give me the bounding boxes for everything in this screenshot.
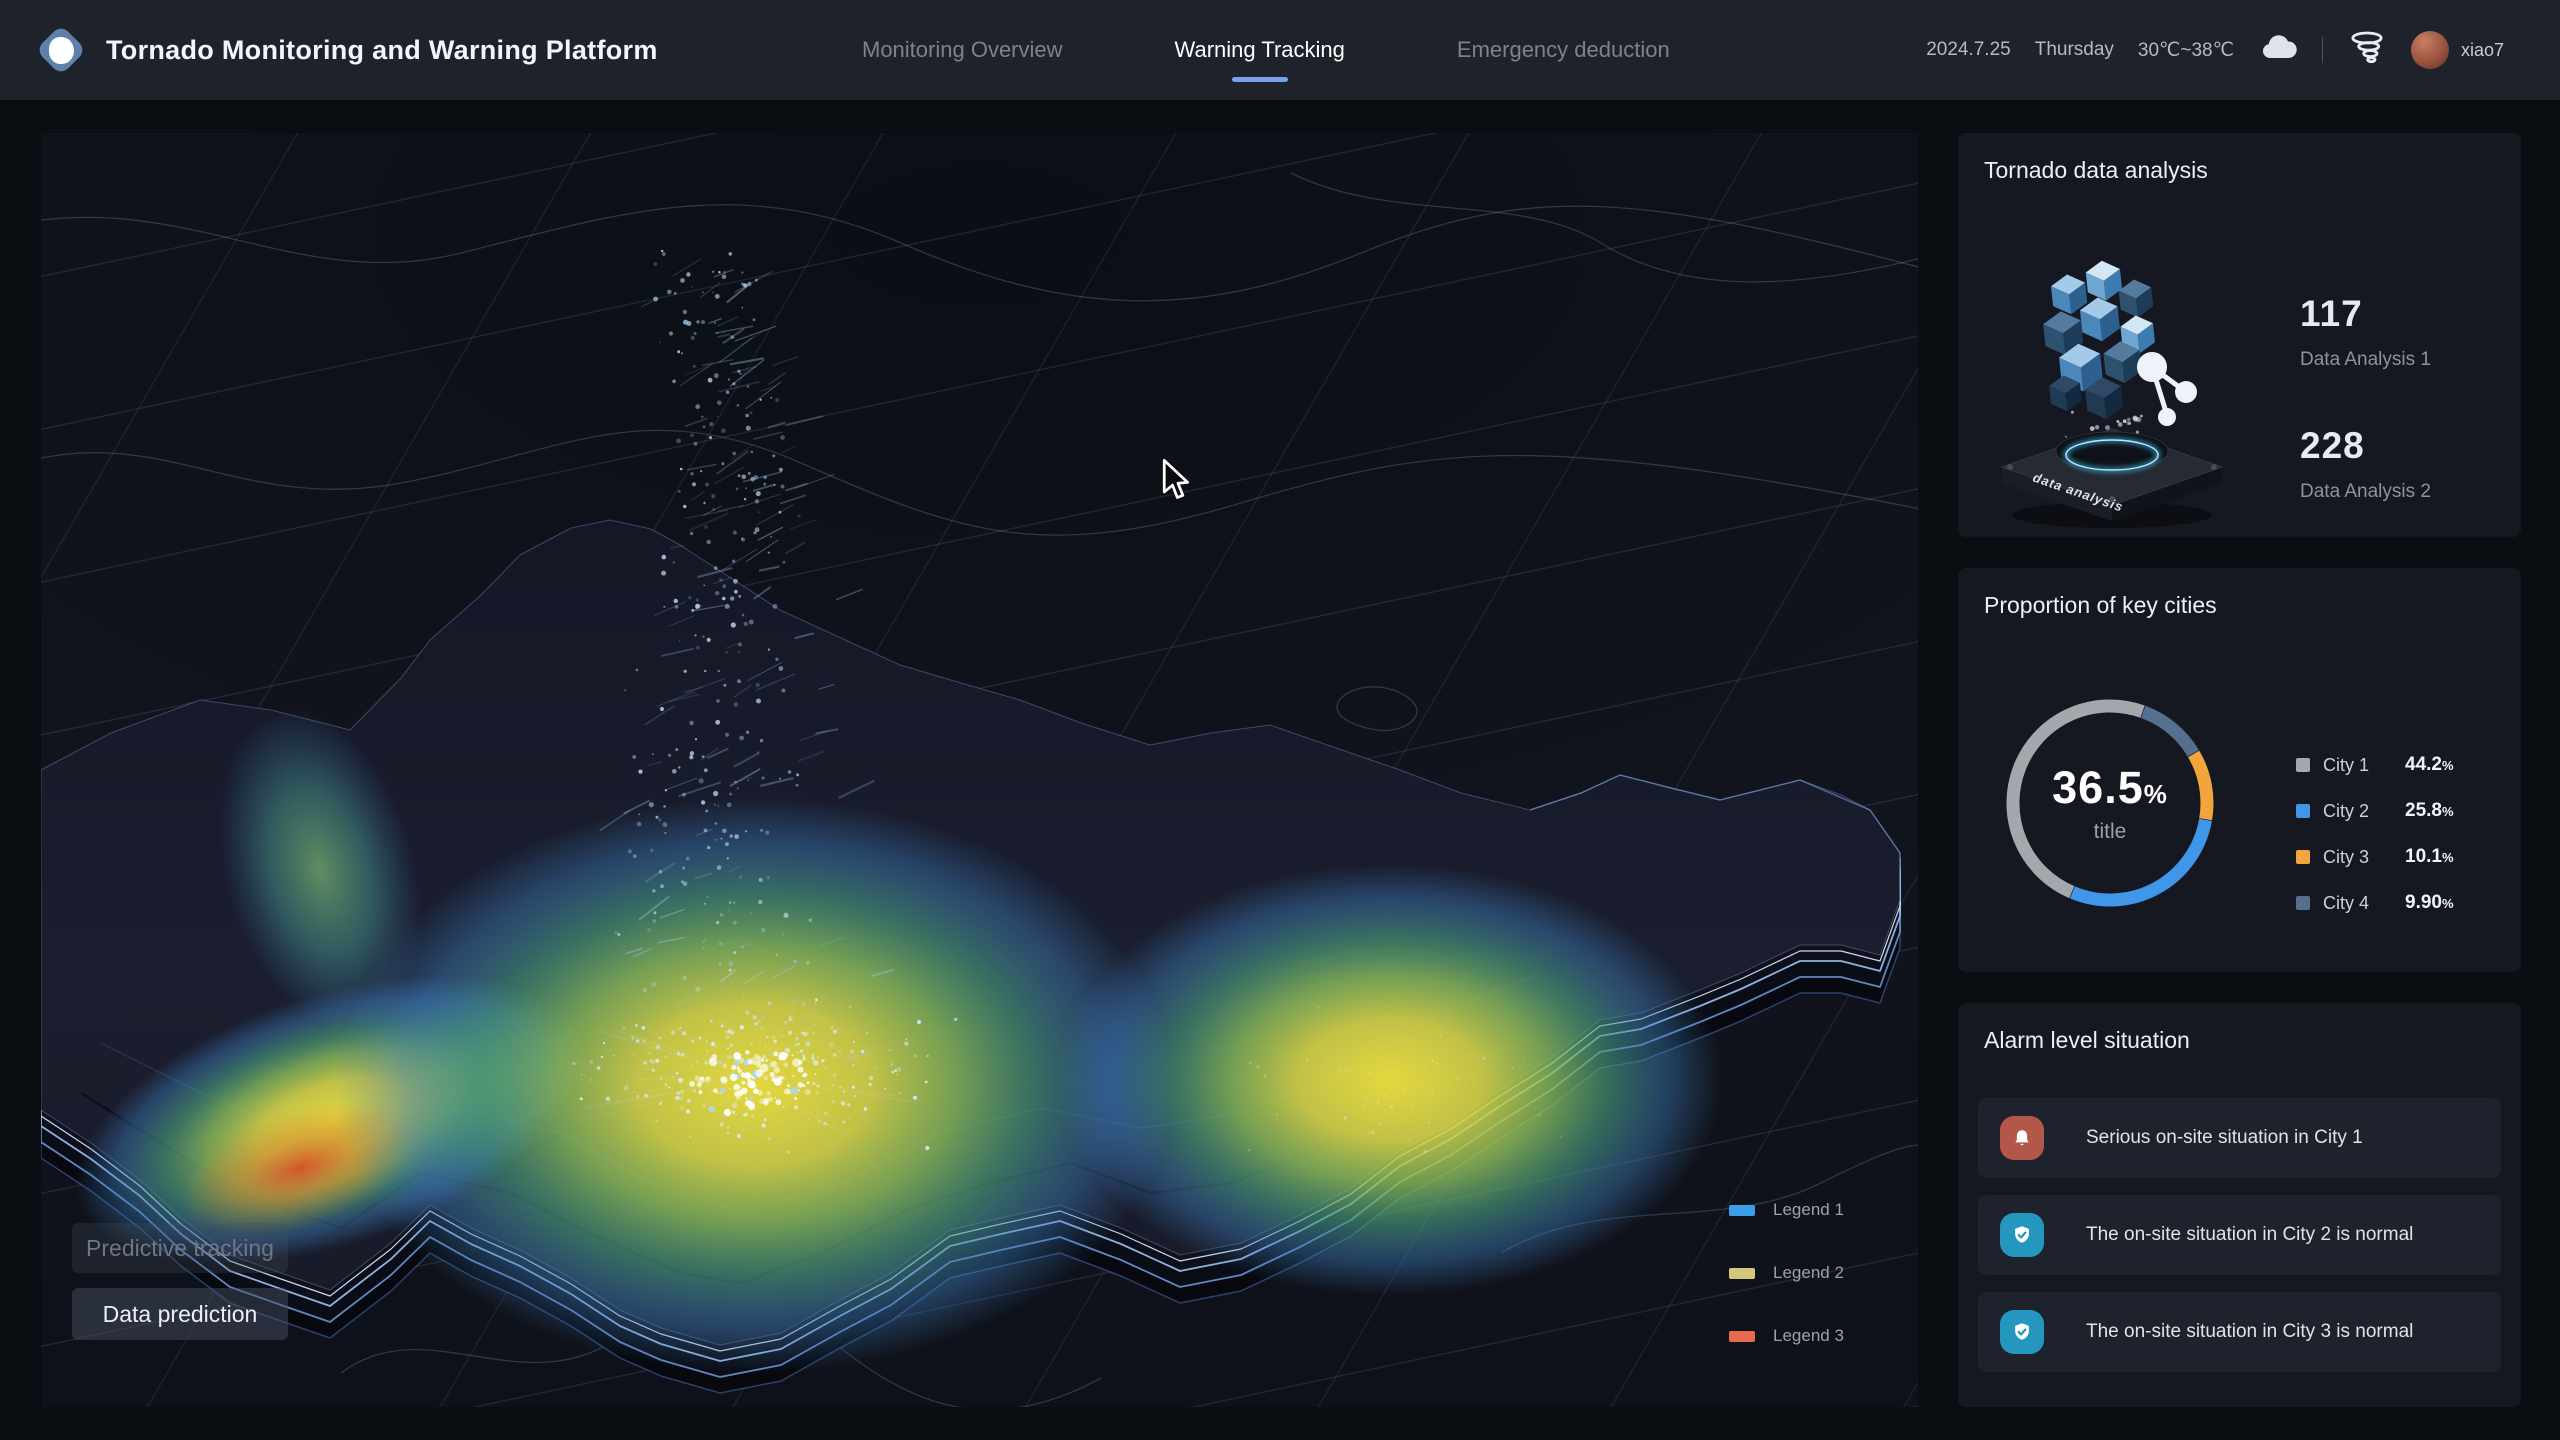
legend-2-label: Legend 2 xyxy=(1773,1263,1844,1282)
data-cubes xyxy=(2043,260,2155,420)
alarm-bell-icon xyxy=(2000,1116,2044,1160)
alarm-level-situation-card: Alarm level situation Serious on-site si… xyxy=(1958,1003,2521,1407)
city1-value: 44.2% xyxy=(2405,754,2454,775)
app-logo-icon xyxy=(35,24,87,76)
alarm-item-normal-city3: The on-site situation in City 3 is norma… xyxy=(1978,1292,2501,1372)
tornado-particle-column xyxy=(599,249,898,1084)
alarm-item-serious-city1: Serious on-site situation in City 1 xyxy=(1978,1098,2501,1178)
tab-monitoring-overview[interactable]: Monitoring Overview xyxy=(862,37,1063,62)
shield-check-icon xyxy=(2000,1310,2044,1354)
alarm-item-normal-city2: The on-site situation in City 2 is norma… xyxy=(1978,1195,2501,1275)
city2-name: City 2 xyxy=(2323,800,2370,821)
shield-check-icon xyxy=(2000,1213,2044,1257)
city4-value: 9.90% xyxy=(2405,892,2454,913)
legend-1-label: Legend 1 xyxy=(1773,1200,1844,1219)
donut-center-value: 36.5% xyxy=(2052,762,2168,814)
stat-value-2: 228 xyxy=(2300,425,2365,466)
temperature-text: 30℃~38℃ xyxy=(2137,39,2234,61)
analysis-card-title: Tornado data analysis xyxy=(1984,157,2208,183)
alarm-card-title: Alarm level situation xyxy=(1984,1027,2190,1053)
data-analysis-3d-illustration: data analysis xyxy=(2000,260,2224,528)
predictive-tracking-button[interactable]: Predictive tracking xyxy=(72,1223,288,1273)
tornado-data-analysis-card: Tornado data analysis data analysis xyxy=(1958,133,2521,537)
date-text: 2024.7.25 xyxy=(1926,39,2011,60)
username-text: xiao7 xyxy=(2460,39,2504,60)
legend-item-2[interactable]: Legend 2 xyxy=(1729,1262,1844,1284)
donut-legend-city3[interactable]: City 3 10.1% xyxy=(2296,834,2454,880)
proportion-card-title: Proportion of key cities xyxy=(1984,592,2217,618)
tab-warning-tracking-label: Warning Tracking xyxy=(1174,37,1345,62)
data-prediction-button[interactable]: Data prediction xyxy=(72,1288,288,1340)
cloud-weather-icon xyxy=(2258,33,2298,68)
active-tab-underline xyxy=(1231,77,1288,82)
share-nodes-icon xyxy=(2137,352,2197,426)
tornado-base-sparkles xyxy=(566,991,1563,1154)
pedestal: data analysis xyxy=(2000,428,2224,521)
donut-value-number: 36.5 xyxy=(2052,762,2144,813)
map-3d-visualization[interactable] xyxy=(41,133,1918,1407)
mouse-cursor xyxy=(1161,459,1195,508)
legend-3-swatch xyxy=(1729,1330,1755,1342)
weekday-text: Thursday xyxy=(2034,39,2114,60)
city2-swatch xyxy=(2296,804,2310,818)
legend-3-label: Legend 3 xyxy=(1773,1326,1844,1345)
illustration-sparkles xyxy=(2064,410,2143,438)
city3-name: City 3 xyxy=(2323,846,2370,867)
main-nav: Monitoring Overview Warning Tracking Eme… xyxy=(862,0,1670,100)
proportion-of-key-cities-card: Proportion of key cities 36.5% title Cit… xyxy=(1958,568,2521,972)
donut-legend-city1[interactable]: City 1 44.2% xyxy=(2296,742,2454,788)
alarm-text-1: Serious on-site situation in City 1 xyxy=(2086,1127,2363,1148)
donut-value-unit: % xyxy=(2143,779,2168,809)
tornado-map-panel[interactable]: Predictive tracking Data prediction Lege… xyxy=(41,133,1918,1407)
avatar[interactable] xyxy=(2410,31,2449,69)
user-menu[interactable]: xiao7 xyxy=(2410,31,2504,69)
legend-2-swatch xyxy=(1729,1267,1755,1279)
donut-legend: City 1 44.2% City 2 25.8% City 3 10.1% C… xyxy=(2296,742,2454,926)
stat-label-2: Data Analysis 2 xyxy=(2300,481,2431,502)
legend-item-3[interactable]: Legend 3 xyxy=(1729,1325,1844,1347)
donut-center-label: title xyxy=(2093,820,2127,843)
logo-core xyxy=(49,37,74,64)
city4-name: City 4 xyxy=(2323,892,2370,913)
alarm-text-2: The on-site situation in City 2 is norma… xyxy=(2086,1224,2414,1245)
donut-legend-city4[interactable]: City 4 9.90% xyxy=(2296,880,2454,926)
donut-center: 36.5% title xyxy=(2000,693,2220,913)
header-status-area: 2024.7.25 Thursday 30℃~38℃ xiao7 xyxy=(1926,0,2504,100)
top-bar: Tornado Monitoring and Warning Platform … xyxy=(0,0,2560,100)
city1-name: City 1 xyxy=(2323,754,2370,775)
city3-value: 10.1% xyxy=(2405,846,2454,867)
page-title: Tornado Monitoring and Warning Platform xyxy=(106,34,658,65)
tab-emergency-deduction[interactable]: Emergency deduction xyxy=(1456,37,1670,62)
map-legend: Legend 1 Legend 2 Legend 3 xyxy=(1729,1199,1844,1388)
legend-item-1[interactable]: Legend 1 xyxy=(1729,1199,1844,1221)
brand: Tornado Monitoring and Warning Platform xyxy=(35,24,658,76)
alarm-text-3: The on-site situation in City 3 is norma… xyxy=(2086,1321,2414,1342)
city-proportion-donut-chart xyxy=(2006,699,2214,907)
city2-value: 25.8% xyxy=(2405,800,2454,821)
tornado-status-icon xyxy=(2347,28,2387,73)
legend-1-swatch xyxy=(1729,1204,1755,1216)
city3-swatch xyxy=(2296,850,2310,864)
header-divider xyxy=(2321,37,2323,63)
stat-value-1: 117 xyxy=(2300,293,2363,334)
city4-swatch xyxy=(2296,896,2310,910)
city1-swatch xyxy=(2296,758,2310,772)
tab-warning-tracking[interactable]: Warning Tracking xyxy=(1175,0,1345,100)
stat-label-1: Data Analysis 1 xyxy=(2300,349,2431,370)
donut-legend-city2[interactable]: City 2 25.8% xyxy=(2296,788,2454,834)
